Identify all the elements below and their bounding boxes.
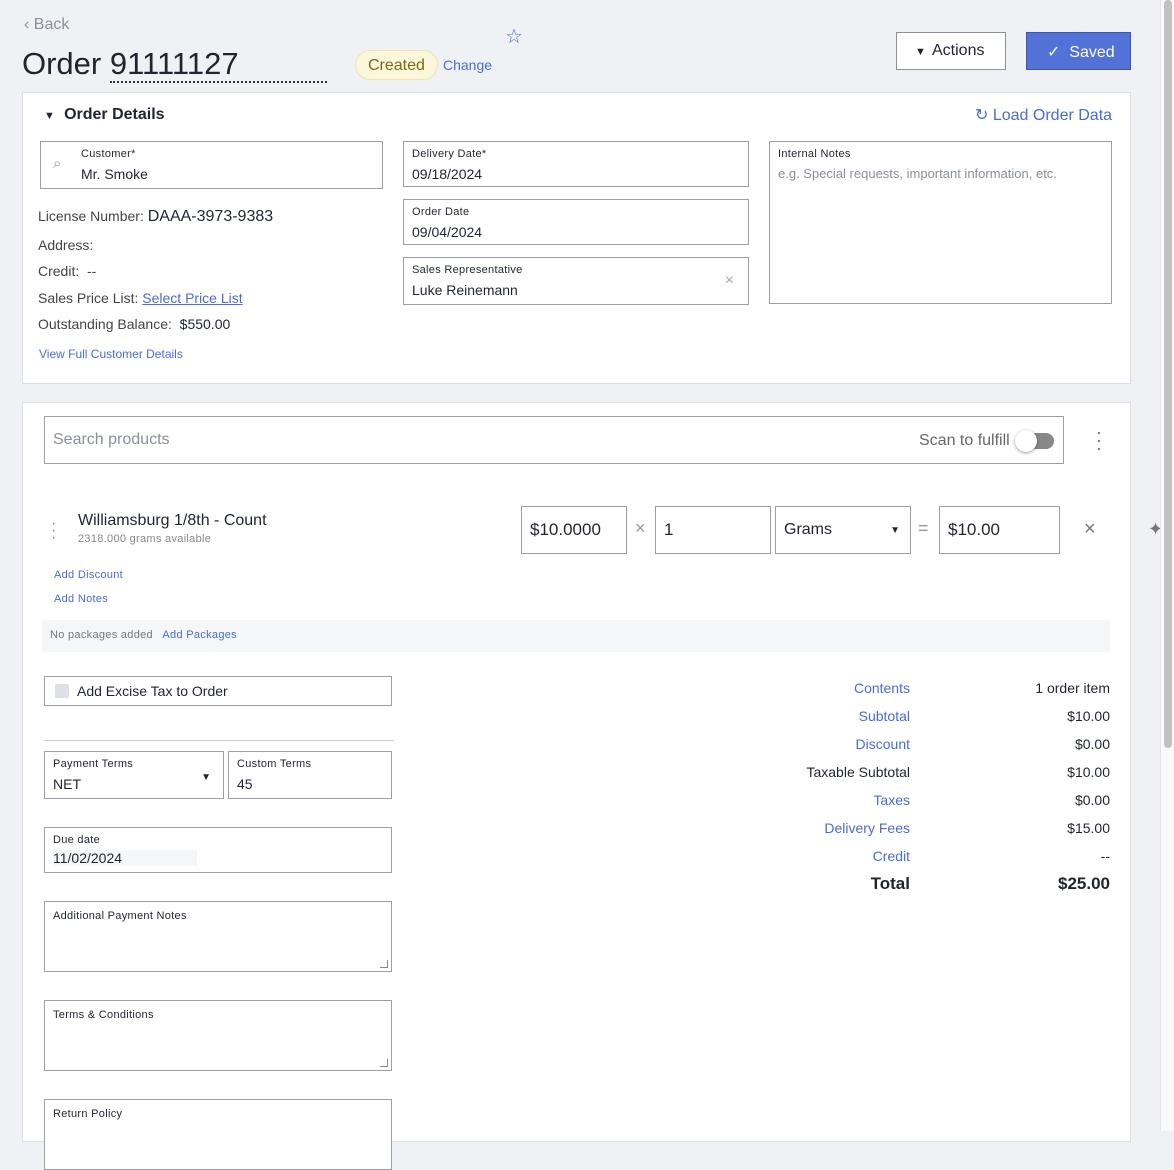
summary-value: 1 order item [1035,680,1110,696]
clear-icon[interactable]: × [724,272,734,289]
summary-row: Credit -- [700,848,1110,868]
add-packages-link[interactable]: Add Packages [162,629,237,641]
summary-label[interactable]: Subtotal [858,708,910,724]
summary-label[interactable]: Delivery Fees [824,820,910,836]
divider [44,740,394,741]
caret-down-icon: ▼ [201,772,211,783]
summary-label[interactable]: Credit [872,848,910,864]
excise-tax-checkbox[interactable]: Add Excise Tax to Order [44,676,392,706]
order-number[interactable]: 91111127 [109,46,327,83]
page-title: Order 91111127 [22,46,327,83]
order-details-toggle[interactable]: ▼ Order Details [44,106,165,123]
due-date-field[interactable]: Due date 11/02/2024 [44,827,392,873]
order-date-field[interactable]: Order Date 09/04/2024 [403,199,749,245]
summary-row: Discount $0.00 [700,736,1110,756]
custom-terms-input[interactable]: Custom Terms 45 [228,751,392,799]
internal-notes-field[interactable]: Internal Notes e.g. Special requests, imp… [769,141,1112,304]
status-badge: Created [355,50,438,80]
summary-value: $0.00 [1074,736,1110,752]
unit-select[interactable]: Grams ▼ [775,506,911,554]
terms-conditions[interactable]: Terms & Conditions [44,1000,392,1071]
load-order-data-button[interactable]: ↻ Load Order Data [975,107,1113,124]
caret-down-icon: ▼ [44,110,65,122]
chevron-left-icon: ‹ [24,16,34,33]
packages-bar: No packages added Add Packages [42,620,1110,652]
summary-row: Contents 1 order item [700,680,1110,700]
summary-value: -- [1100,848,1110,864]
star-icon[interactable]: ☆ [505,26,523,48]
view-customer-details-link[interactable]: View Full Customer Details [39,347,183,361]
quantity-input[interactable]: 1 [655,506,771,554]
summary-label[interactable]: Contents [853,680,910,696]
delivery-date-field[interactable]: Delivery Date* 09/18/2024 [403,141,749,187]
more-options-icon[interactable]: · · · [1096,422,1102,458]
scrollbar-thumb[interactable] [1164,0,1172,748]
summary-row: Delivery Fees $15.00 [700,820,1110,840]
sales-rep-field[interactable]: Sales Representative Luke Reinemann × [403,257,749,305]
remove-item-icon[interactable]: × [1084,518,1096,540]
price-input[interactable]: $10.0000 [521,506,627,554]
price-list-row: Sales Price List: Select Price List [38,290,243,306]
chevron-down-icon: ▼ [915,46,932,58]
back-link[interactable]: ‹ Back [24,16,70,33]
summary-value: $0.00 [1074,792,1110,808]
additional-payment-notes[interactable]: Additional Payment Notes [44,901,392,972]
customer-field[interactable]: ⌕ Customer* Mr. Smoke [40,141,383,189]
summary-label[interactable]: Taxes [873,792,910,808]
summary-label: Taxable Subtotal [806,764,910,780]
multiply-icon: × [635,518,646,538]
summary-value: $15.00 [1067,820,1110,836]
checkbox-box[interactable] [55,684,69,698]
summary-row: Subtotal $10.00 [700,708,1110,728]
saved-button[interactable]: ✓ Saved [1026,32,1131,70]
change-status-link[interactable]: Change [443,57,493,73]
return-policy[interactable]: Return Policy [44,1099,392,1170]
actions-button[interactable]: ▼ Actions [896,32,1006,70]
add-notes-link[interactable]: Add Notes [54,593,109,605]
summary-total: Total $25.00 [870,874,1110,893]
license-row: License Number: DAAA-3973-9383 [38,208,274,225]
balance-row: Outstanding Balance: $550.00 [38,316,231,332]
address-label: Address: [38,237,94,253]
summary-row: Taxable Subtotal $10.00 [700,764,1110,784]
summary-value: $10.00 [1067,764,1110,780]
scan-to-fulfill-label: Scan to fulfill [919,432,1010,449]
product-availability: 2318.000 grams available [78,533,212,545]
summary-row: Taxes $0.00 [700,792,1110,812]
search-products-input[interactable]: Search products [44,416,1064,464]
line-total: $10.00 [939,506,1060,554]
summary-label[interactable]: Discount [855,736,910,752]
scrollbar[interactable] [1160,0,1174,1131]
caret-down-icon: ▼ [890,525,900,536]
scan-toggle[interactable] [1015,430,1054,452]
equals-icon: = [918,518,929,538]
refresh-icon: ↻ [975,107,993,124]
product-name: Williamsburg 1/8th - Count [78,512,267,529]
select-price-list-link[interactable]: Select Price List [142,290,243,306]
drag-handle-icon[interactable]: · · · [51,515,57,546]
check-icon: ✓ [1047,44,1070,61]
summary-value: $10.00 [1067,708,1110,724]
credit-row: Credit: -- [38,263,97,279]
payment-terms-select[interactable]: Payment Terms NET ▼ [44,751,224,799]
search-icon: ⌕ [53,155,62,172]
add-discount-link[interactable]: Add Discount [54,569,124,581]
